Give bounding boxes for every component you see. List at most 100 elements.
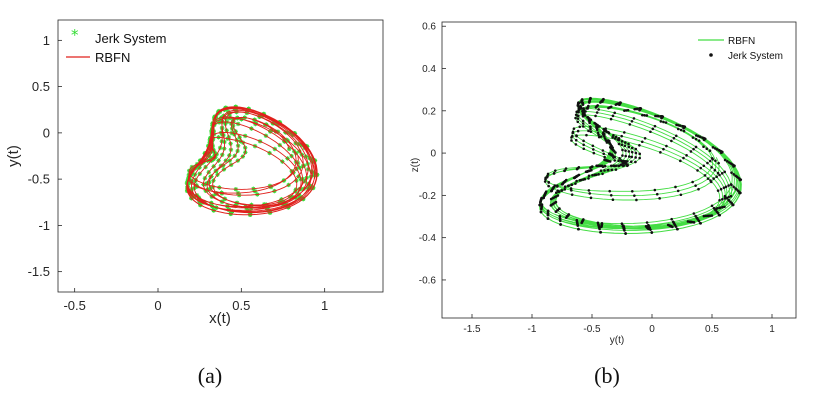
y-axis-label-a: y(t) [5, 145, 22, 167]
marker-b [633, 194, 636, 197]
marker-b [599, 169, 603, 173]
y-tick-label-a: -0.5 [28, 172, 50, 187]
marker-b [589, 96, 592, 100]
marker-b [588, 192, 592, 195]
marker-b [601, 132, 605, 135]
marker-b [612, 134, 615, 137]
marker-b [722, 186, 726, 190]
marker-b [619, 101, 622, 104]
marker-b [554, 195, 558, 198]
marker-b [539, 210, 543, 214]
marker-b [716, 171, 720, 175]
marker-b [613, 137, 617, 140]
marker-b [570, 136, 573, 139]
marker-b [623, 229, 626, 232]
y-tick-label-b: 0.4 [422, 64, 436, 75]
marker-b [653, 188, 657, 192]
marker-b [694, 137, 698, 141]
marker-b [599, 230, 602, 234]
marker-b [591, 173, 594, 177]
marker-b [552, 172, 556, 175]
marker-b [708, 159, 712, 163]
marker-b [670, 139, 673, 143]
marker-b [610, 153, 613, 157]
marker-b [710, 204, 714, 208]
marker-b [544, 191, 547, 195]
marker-b [674, 225, 678, 228]
marker-b [704, 214, 708, 218]
marker-b [634, 160, 637, 164]
marker-b [563, 180, 567, 183]
marker-b [727, 198, 731, 202]
marker-b [719, 187, 723, 191]
marker-b [613, 111, 616, 115]
marker-b [621, 148, 624, 152]
marker-b [576, 114, 580, 118]
marker-b [720, 172, 724, 175]
marker-b [558, 219, 562, 223]
marker-b [609, 117, 613, 121]
marker-b [659, 151, 662, 154]
marker-b [608, 189, 612, 193]
marker-b [558, 217, 562, 220]
marker-b [630, 190, 634, 193]
marker-b [587, 104, 590, 108]
series-line-a-1 [186, 106, 318, 216]
marker-b [649, 228, 652, 231]
marker-b [592, 151, 596, 155]
legend-a: * Jerk System RBFN [64, 26, 184, 70]
marker-b [689, 150, 693, 153]
marker-b [716, 211, 720, 215]
marker-b [691, 136, 695, 139]
marker-b [596, 221, 600, 225]
marker-b [699, 166, 703, 170]
marker-b [721, 205, 724, 209]
marker-b [675, 123, 678, 127]
marker-b [597, 224, 600, 227]
marker-b [587, 174, 591, 178]
marker-b [660, 116, 663, 120]
marker-b [649, 130, 652, 134]
marker-b [598, 227, 601, 231]
marker-b [713, 168, 717, 172]
marker-b [589, 127, 592, 131]
marker-b [540, 203, 544, 207]
marker-b [609, 194, 613, 197]
marker-b [713, 147, 717, 150]
marker-b [713, 207, 717, 211]
legend-b: RBFN Jerk System [693, 28, 791, 62]
marker-b [583, 112, 586, 115]
marker-b [617, 142, 621, 146]
marker-b [732, 185, 735, 189]
marker-b [575, 110, 578, 114]
marker-b [696, 169, 699, 172]
marker-b [627, 150, 631, 153]
marker-b [607, 131, 611, 135]
series-markers-b-1 [538, 96, 743, 235]
marker-b [598, 164, 601, 168]
marker-b [712, 177, 715, 180]
marker-b [654, 114, 657, 118]
marker-b [730, 183, 733, 187]
marker-b [682, 126, 685, 130]
marker-b [682, 156, 685, 160]
marker-b [611, 136, 614, 139]
marker-b [599, 101, 602, 104]
marker-b [632, 117, 636, 120]
marker-b [589, 196, 593, 200]
y-tick-label-b: 0.6 [422, 22, 436, 33]
marker-b [732, 173, 736, 176]
y-tick-label-b: -0.6 [419, 275, 437, 286]
marker-b [670, 217, 673, 221]
marker-b [611, 198, 615, 202]
marker-b [607, 152, 611, 155]
legend-label-jerk-a: Jerk System [95, 31, 167, 46]
marker-b [608, 141, 611, 145]
marker-b [634, 147, 638, 151]
marker-b [587, 101, 591, 104]
marker-b [570, 183, 573, 187]
marker-b [697, 134, 700, 138]
marker-b [602, 97, 605, 101]
y-tick-label-a: 0.5 [32, 79, 50, 94]
